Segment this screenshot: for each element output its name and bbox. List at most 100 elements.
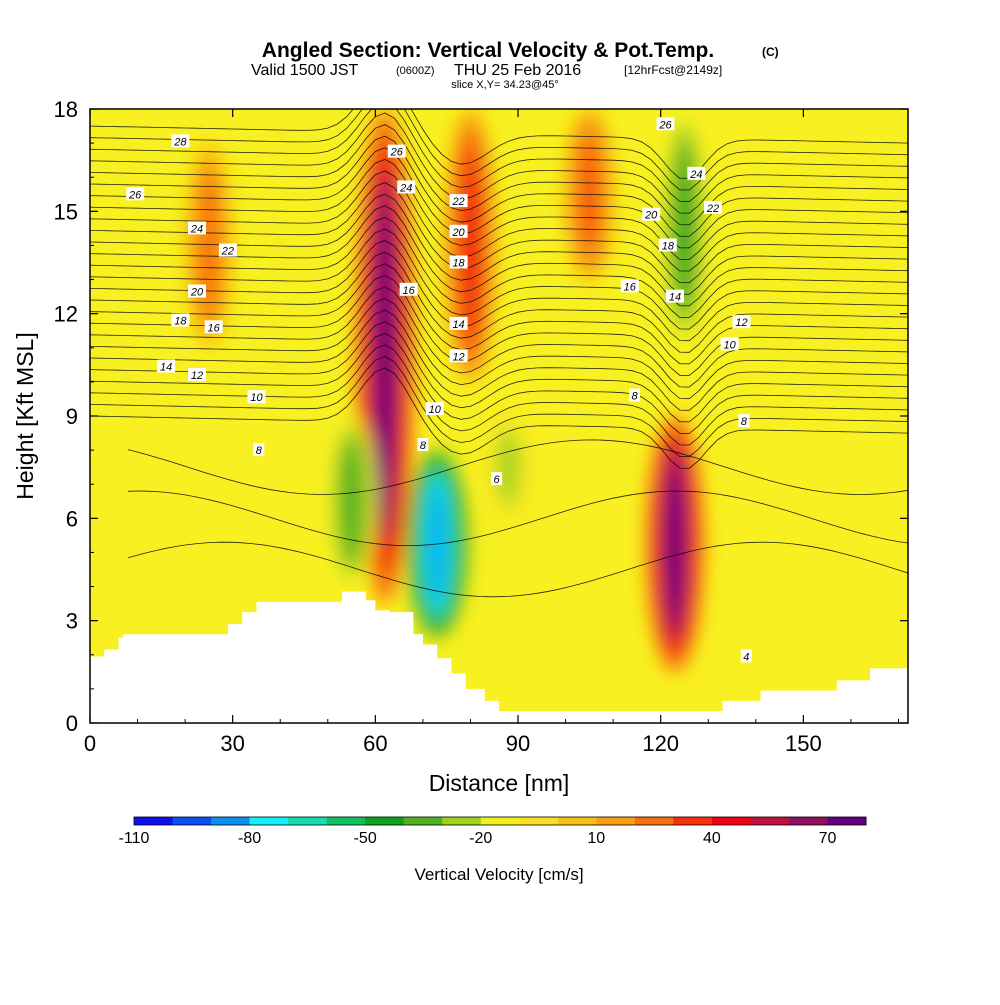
isentrope-label: 14 <box>665 289 684 304</box>
isentrope-label-bg <box>658 238 677 252</box>
isentrope-label-text: 24 <box>689 169 702 181</box>
isentrope-label-bg <box>449 316 468 330</box>
isentrope-line <box>90 263 908 365</box>
velocity-feature-downdraft <box>503 433 514 501</box>
y-tick-label: 0 <box>66 711 78 736</box>
isentrope-label-bg <box>449 194 468 208</box>
isentrope-line <box>127 439 908 495</box>
isentrope-line <box>90 147 908 249</box>
x-tick-label: 0 <box>84 731 96 756</box>
isentrope-line <box>127 541 908 598</box>
y-tick-label: 6 <box>66 506 78 531</box>
x-tick-label: 120 <box>642 731 679 756</box>
colorbar-tick-label: -50 <box>354 830 377 847</box>
colorbar-frame <box>133 816 867 826</box>
isentrope-label-bg <box>740 649 752 663</box>
isentrope-label-text: 18 <box>662 240 675 252</box>
isentrope-label-text: 24 <box>399 182 412 194</box>
colorbar-segment <box>134 817 174 825</box>
terrain-mask <box>90 591 908 723</box>
colorbar-label: Vertical Velocity [cm/s] <box>414 865 583 884</box>
isentrope-label-text: 18 <box>452 258 465 270</box>
isentrope-label-bg <box>126 187 145 201</box>
isentrope-label: 12 <box>449 349 468 363</box>
isentrope-label: 26 <box>126 187 145 201</box>
isentrope-label-text: 22 <box>451 196 464 208</box>
colorbar-segment <box>788 817 828 825</box>
isentrope-label-text: 8 <box>631 391 638 403</box>
y-axis: 0 3 6 9 12 15 18 <box>54 97 908 736</box>
isentrope-label-bg <box>704 200 723 214</box>
isentrope-label-text: 20 <box>451 227 465 239</box>
colorbar-segment <box>442 817 482 825</box>
isentrope-label-text: 26 <box>658 119 672 131</box>
isentrope-label: 24 <box>397 180 416 194</box>
isentrope-label-text: 20 <box>190 286 204 298</box>
isentrope-label-bg <box>171 313 190 327</box>
isentrope-label: 18 <box>658 238 677 252</box>
colorbar-tick-label: -20 <box>469 830 492 847</box>
colorbar-segment <box>403 817 443 825</box>
isentrope-label-text: 16 <box>403 285 416 297</box>
isentrope-label: 16 <box>399 282 418 297</box>
isentrope-label-bg <box>188 221 207 235</box>
isentrope-label: 24 <box>188 221 207 235</box>
colorbar-segment <box>673 817 713 825</box>
isentrope-line <box>90 298 908 400</box>
isentrope-label-bg <box>738 414 750 428</box>
isentrope-label-text: 12 <box>452 351 464 363</box>
isentrope-label: 28 <box>171 134 190 148</box>
isentrope-label-bg <box>417 437 429 451</box>
isentrope-label-text: 16 <box>208 322 221 334</box>
colorbar-segment <box>211 817 251 825</box>
isentrope-label-text: 14 <box>160 362 172 374</box>
isentrope-line <box>90 274 908 376</box>
isentrope-label-bg <box>449 255 468 269</box>
isentrope-label-text: 4 <box>743 651 749 663</box>
isentrope-label: 26 <box>387 144 406 159</box>
colorbar-tick-label: 70 <box>819 830 837 847</box>
isentrope-label-text: 14 <box>452 319 464 331</box>
isentrope-label-text: 8 <box>741 416 748 428</box>
isentrope-line <box>90 321 908 423</box>
isentrope-label-text: 22 <box>706 203 719 215</box>
colorbar: -110 -80 -50 -20 10 40 70 <box>119 816 867 847</box>
isentrope-line <box>127 490 908 546</box>
isentrope-label-text: 26 <box>128 189 142 201</box>
slice-info: slice X,Y= 34.23@45° <box>451 79 559 91</box>
isentrope-line <box>90 170 908 272</box>
colorbar-segment <box>596 817 636 825</box>
x-tick-label: 30 <box>220 731 244 756</box>
isentrope-label: 22 <box>704 200 723 215</box>
isentrope-label: 8 <box>417 437 429 452</box>
isentrope-label-text: 12 <box>735 317 747 329</box>
colorbar-tick-label: -110 <box>119 830 150 847</box>
isentrope-label-bg <box>656 117 675 131</box>
isentrope-label-bg <box>491 472 503 486</box>
isentrope-label: 10 <box>247 390 266 404</box>
forecast-tag: [12hrFcst@2149z] <box>624 63 722 77</box>
isentrope-label: 14 <box>157 359 176 374</box>
colorbar-segment <box>711 817 751 825</box>
isentrope-label-bg <box>399 282 418 296</box>
isentrope-line <box>90 182 908 284</box>
isentrope-label-bg <box>732 315 751 329</box>
y-tick-label: 3 <box>66 609 78 634</box>
colorbar-tick-label: 10 <box>587 830 605 847</box>
y-tick-label: 15 <box>54 199 78 224</box>
isentrope-label-bg <box>642 207 661 221</box>
isentrope-label-bg <box>449 349 468 363</box>
x-tick-label: 90 <box>506 731 530 756</box>
isentrope-label-text: 10 <box>250 392 263 404</box>
isentrope-label: 10 <box>720 337 739 351</box>
colorbar-segment <box>172 817 212 825</box>
isentrope-label-text: 12 <box>191 370 203 382</box>
y-tick-label: 12 <box>54 302 78 327</box>
isentrope-label-text: 10 <box>429 404 442 416</box>
isentrope-label-bg <box>188 368 207 382</box>
isentrope-label-bg <box>620 279 639 293</box>
isentropes <box>90 109 908 598</box>
isentrope-line <box>90 367 908 469</box>
isentrope-label-bg <box>387 144 406 158</box>
plot-area: 28 26 24 22 20 18 16 14 12 10 8 26 24 22 20 18 16 14 12 10 8… <box>90 109 908 723</box>
